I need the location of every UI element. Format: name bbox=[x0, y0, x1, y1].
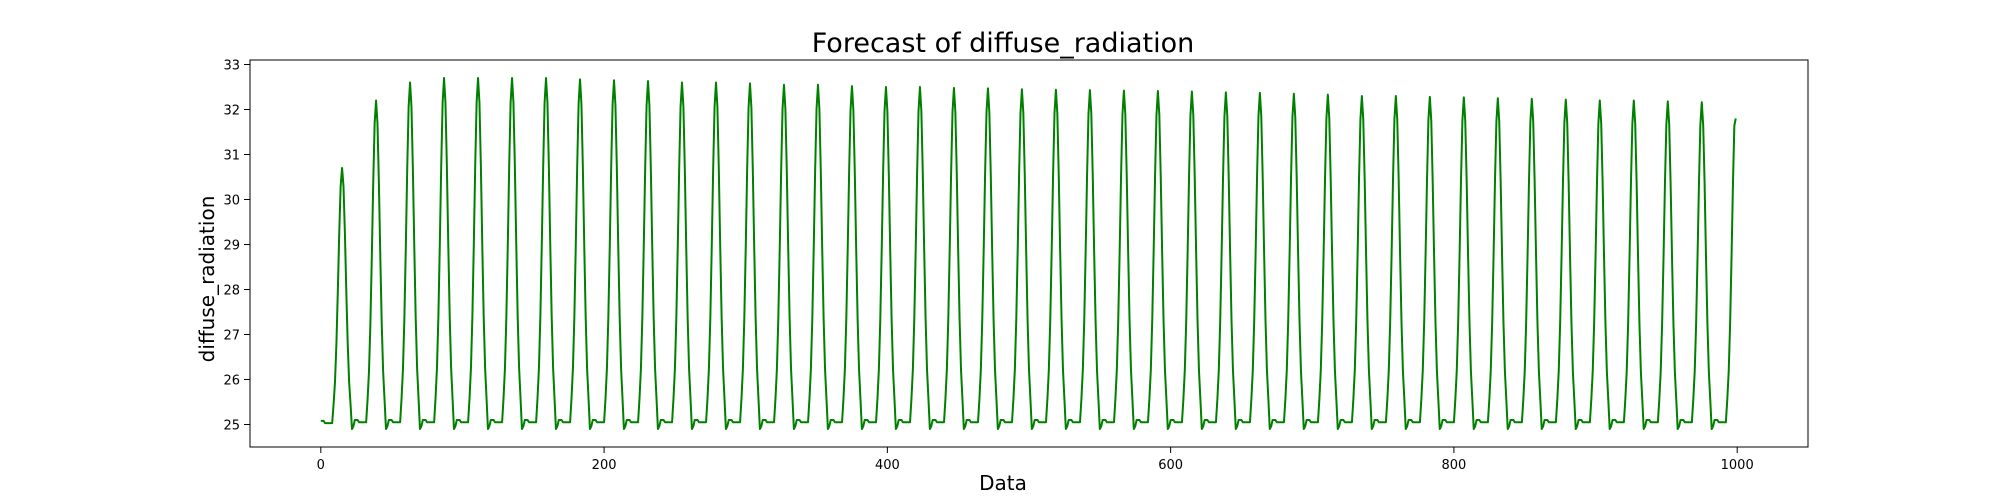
y-tick-label: 31 bbox=[223, 149, 240, 164]
x-tick-label: 1000 bbox=[1721, 458, 1754, 473]
plot-area bbox=[249, 59, 1809, 448]
series-line-0 bbox=[320, 77, 1737, 430]
x-axis: 0 200 400 600 800 1000 bbox=[317, 447, 1754, 473]
y-tick-label: 32 bbox=[223, 104, 240, 119]
plot-frame bbox=[249, 59, 1809, 448]
x-tick-label: 800 bbox=[1441, 458, 1466, 473]
y-axis-label: diffuse_radiation bbox=[195, 196, 219, 363]
x-tick-label: 0 bbox=[317, 458, 325, 473]
chart-title: Forecast of diffuse_radiation bbox=[812, 28, 1195, 59]
x-tick-label: 200 bbox=[592, 458, 617, 473]
x-tick-label: 400 bbox=[875, 458, 900, 473]
y-tick-label: 30 bbox=[223, 194, 240, 209]
y-tick-label: 28 bbox=[223, 284, 240, 299]
y-tick-label: 33 bbox=[223, 59, 240, 74]
y-tick-label: 26 bbox=[223, 374, 240, 389]
x-axis-label: Data bbox=[979, 471, 1027, 495]
y-tick-label: 27 bbox=[223, 329, 240, 344]
y-tick-label: 25 bbox=[223, 419, 240, 434]
y-axis: 25 26 27 28 29 30 31 32 33 bbox=[223, 59, 250, 434]
y-tick-label: 29 bbox=[223, 239, 240, 254]
x-tick-label: 600 bbox=[1158, 458, 1183, 473]
